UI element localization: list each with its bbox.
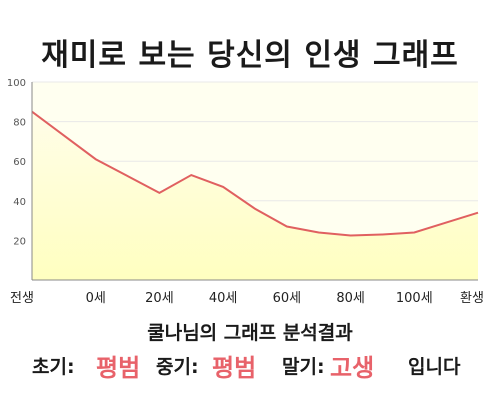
y-tick-label-100: 100	[7, 78, 26, 89]
y-tick-label-80: 80	[13, 118, 26, 129]
mid-value: 평범	[212, 354, 257, 382]
chart-title: 재미로 보는 당신의 인생 그래프	[41, 38, 459, 73]
ending-text: 입니다	[408, 356, 461, 378]
x-tick-label-6: 100세	[396, 291, 433, 306]
late-label: 말기:	[282, 356, 325, 378]
x-tick-label-0: 전생	[10, 291, 34, 306]
series-line	[31, 110, 479, 237]
y-tick-label-20: 20	[13, 236, 26, 247]
x-tick-label-4: 60세	[273, 291, 302, 306]
area-fill	[32, 111, 478, 280]
analysis-result: 초기: 평범 중기: 평범 말기: 고생 입니다	[0, 348, 500, 382]
early-label: 초기:	[32, 356, 75, 378]
analysis-heading: 쿨나님의 그래프 분석결과	[147, 322, 353, 344]
x-tick-label-1: 0세	[86, 291, 106, 306]
x-tick-label-2: 20세	[145, 291, 174, 306]
y-tick-label-60: 60	[13, 157, 26, 168]
late-value: 고생	[330, 354, 375, 382]
y-tick-label-40: 40	[13, 197, 26, 208]
early-value: 평범	[96, 354, 141, 382]
x-tick-label-3: 40세	[209, 291, 238, 306]
x-tick-label-7: 환생	[460, 291, 484, 306]
life-graph-chart: 20 40 60 80 100 전생 0세 20세 40세 60세 80세 100세 환생	[7, 78, 484, 306]
plot-layer: 20 40 60 80 100 전생 0세 20세 40세 60세 80세 100세 환생	[7, 78, 484, 306]
x-tick-label-5: 80세	[336, 291, 365, 306]
mid-label: 중기:	[156, 356, 199, 378]
